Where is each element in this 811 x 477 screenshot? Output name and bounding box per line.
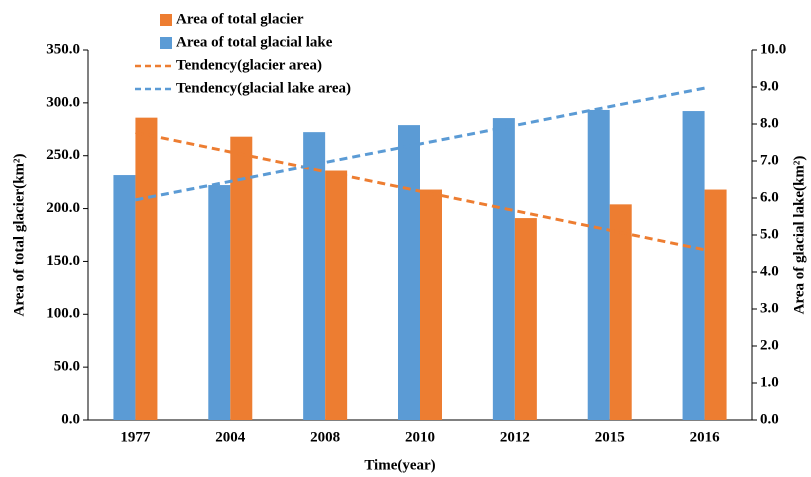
bar [303, 132, 326, 420]
y2-tick-label: 1.0 [760, 374, 779, 390]
bar [135, 117, 158, 421]
y-tick-label: 50.0 [54, 359, 80, 375]
x-axis-title: Time(year) [364, 457, 435, 473]
x-tick-label: 2015 [595, 429, 625, 445]
x-tick-label: 2012 [500, 429, 530, 445]
y2-tick-label: 7.0 [760, 152, 779, 168]
legend-label: Area of total glacial lake [176, 34, 333, 50]
legend-label: Tendency(glacial lake area) [176, 80, 351, 96]
y-tick-label: 200.0 [46, 200, 80, 216]
bar [514, 218, 537, 420]
y-tick-label: 350.0 [46, 41, 80, 57]
x-tick-label: 2016 [690, 429, 721, 445]
bar [325, 170, 348, 420]
bar [113, 175, 136, 420]
x-tick-label: 2008 [310, 429, 340, 445]
y2-tick-label: 2.0 [760, 337, 779, 353]
y2-axis-title: Area of glacial lake(km²) [791, 156, 807, 315]
legend-swatch [160, 14, 172, 26]
bar [682, 111, 705, 421]
bar [208, 185, 231, 420]
y2-tick-label: 9.0 [760, 78, 779, 94]
bar [609, 204, 632, 420]
bar [704, 189, 727, 420]
y2-tick-label: 4.0 [760, 263, 779, 279]
bar [587, 109, 610, 420]
legend-swatch [160, 37, 172, 49]
legend-label: Tendency(glacier area) [176, 57, 322, 73]
legend-label: Area of total glacier [176, 11, 304, 27]
x-tick-label: 2010 [405, 429, 435, 445]
y2-tick-label: 3.0 [760, 300, 779, 316]
y-tick-label: 150.0 [46, 253, 80, 269]
bar [398, 125, 420, 421]
bar [492, 118, 515, 420]
x-tick-label: 2004 [215, 429, 246, 445]
y2-tick-label: 10.0 [760, 41, 786, 57]
y-tick-label: 300.0 [46, 94, 80, 110]
x-tick-label: 1977 [120, 429, 151, 445]
y-tick-label: 0.0 [61, 411, 80, 427]
trend-line [135, 86, 705, 202]
y-tick-label: 100.0 [46, 306, 80, 322]
y2-tick-label: 5.0 [760, 226, 779, 242]
trend-line [135, 130, 705, 252]
y2-tick-label: 6.0 [760, 189, 779, 205]
y-tick-label: 250.0 [46, 147, 80, 163]
y2-tick-label: 0.0 [760, 411, 779, 427]
bar [420, 189, 442, 420]
y2-tick-label: 8.0 [760, 115, 779, 131]
bar [230, 136, 253, 420]
y-axis-title: Area of total glacier(km²) [11, 154, 27, 317]
